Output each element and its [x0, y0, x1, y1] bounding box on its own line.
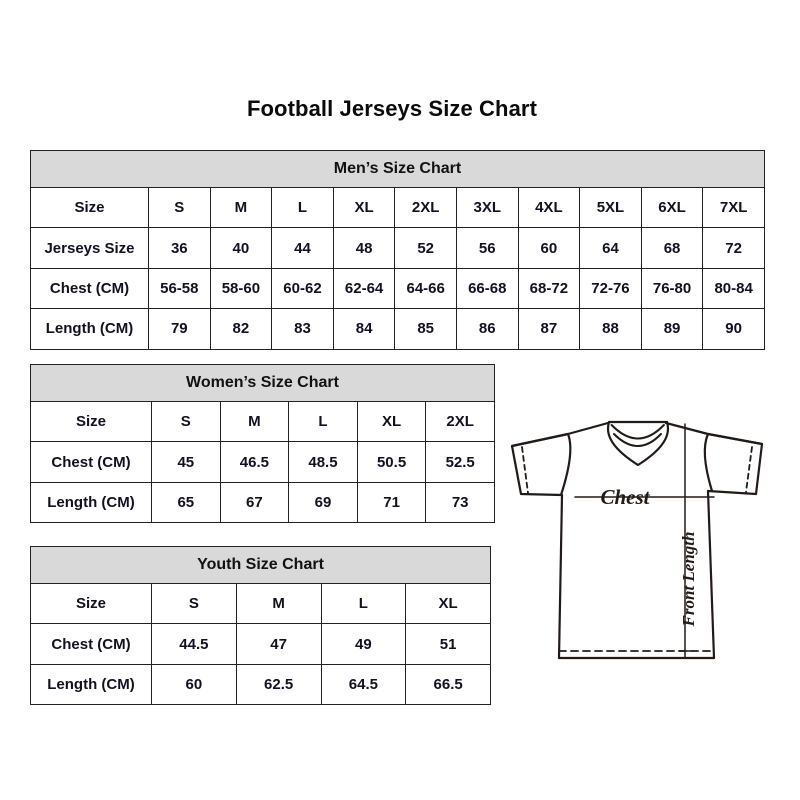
- svg-text:Chest: Chest: [600, 485, 650, 509]
- svg-text:Front Length: Front Length: [679, 532, 698, 628]
